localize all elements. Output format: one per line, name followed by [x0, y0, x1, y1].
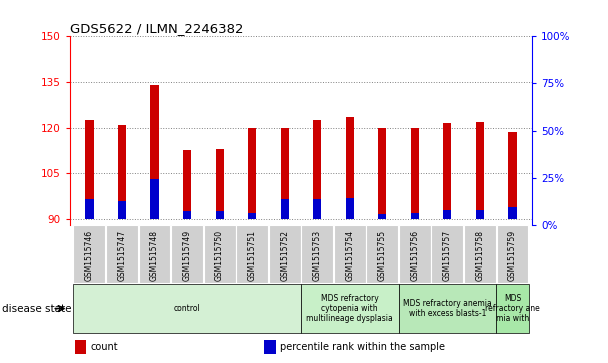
FancyBboxPatch shape: [432, 225, 463, 283]
Bar: [183, 211, 191, 219]
FancyBboxPatch shape: [139, 225, 170, 283]
FancyBboxPatch shape: [269, 225, 300, 283]
Bar: [476, 122, 484, 219]
FancyBboxPatch shape: [334, 225, 366, 283]
Bar: [118, 125, 126, 219]
FancyBboxPatch shape: [464, 225, 496, 283]
Bar: [313, 199, 321, 219]
FancyBboxPatch shape: [399, 225, 431, 283]
Text: MDS refractory
cytopenia with
multilineage dysplasia: MDS refractory cytopenia with multilinea…: [306, 294, 393, 323]
FancyBboxPatch shape: [497, 225, 528, 283]
FancyBboxPatch shape: [74, 225, 105, 283]
FancyBboxPatch shape: [204, 225, 235, 283]
Bar: [150, 179, 159, 219]
FancyBboxPatch shape: [171, 225, 203, 283]
Text: disease state: disease state: [2, 303, 71, 314]
Bar: [216, 149, 224, 219]
Bar: [378, 215, 386, 219]
Bar: [411, 128, 419, 219]
Bar: [476, 210, 484, 219]
FancyBboxPatch shape: [302, 225, 333, 283]
Bar: [75, 340, 86, 354]
Text: GSM1515747: GSM1515747: [117, 230, 126, 281]
Bar: [118, 201, 126, 219]
FancyBboxPatch shape: [73, 284, 301, 334]
Text: GSM1515749: GSM1515749: [182, 230, 192, 281]
Text: GSM1515748: GSM1515748: [150, 230, 159, 281]
FancyBboxPatch shape: [496, 284, 529, 334]
Text: GSM1515755: GSM1515755: [378, 230, 387, 281]
FancyBboxPatch shape: [301, 284, 399, 334]
Text: GSM1515758: GSM1515758: [475, 230, 485, 281]
Text: GDS5622 / ILMN_2246382: GDS5622 / ILMN_2246382: [70, 22, 243, 35]
Text: MDS refractory anemia
with excess blasts-1: MDS refractory anemia with excess blasts…: [403, 299, 492, 318]
Text: GSM1515756: GSM1515756: [410, 230, 420, 281]
Bar: [378, 128, 386, 219]
Bar: [183, 151, 191, 219]
Text: GSM1515757: GSM1515757: [443, 230, 452, 281]
Bar: [346, 117, 354, 219]
Text: GSM1515746: GSM1515746: [85, 230, 94, 281]
Bar: [346, 198, 354, 219]
Bar: [264, 340, 275, 354]
Text: GSM1515751: GSM1515751: [247, 230, 257, 281]
Bar: [281, 128, 289, 219]
FancyBboxPatch shape: [399, 284, 496, 334]
Bar: [281, 199, 289, 219]
Bar: [85, 199, 94, 219]
FancyBboxPatch shape: [106, 225, 138, 283]
Text: GSM1515753: GSM1515753: [313, 230, 322, 281]
Text: percentile rank within the sample: percentile rank within the sample: [280, 342, 445, 352]
Text: control: control: [174, 304, 201, 313]
Bar: [443, 210, 452, 219]
FancyBboxPatch shape: [367, 225, 398, 283]
Bar: [150, 85, 159, 219]
Bar: [411, 213, 419, 219]
Text: MDS
refractory ane
mia with: MDS refractory ane mia with: [485, 294, 540, 323]
Bar: [248, 213, 256, 219]
Bar: [313, 120, 321, 219]
Text: GSM1515752: GSM1515752: [280, 230, 289, 281]
Text: GSM1515754: GSM1515754: [345, 230, 354, 281]
FancyBboxPatch shape: [236, 225, 268, 283]
Bar: [443, 123, 452, 219]
Bar: [216, 211, 224, 219]
Bar: [508, 132, 517, 219]
Bar: [508, 207, 517, 219]
Text: GSM1515750: GSM1515750: [215, 230, 224, 281]
Text: count: count: [91, 342, 119, 352]
Text: GSM1515759: GSM1515759: [508, 230, 517, 281]
Bar: [248, 128, 256, 219]
Bar: [85, 120, 94, 219]
